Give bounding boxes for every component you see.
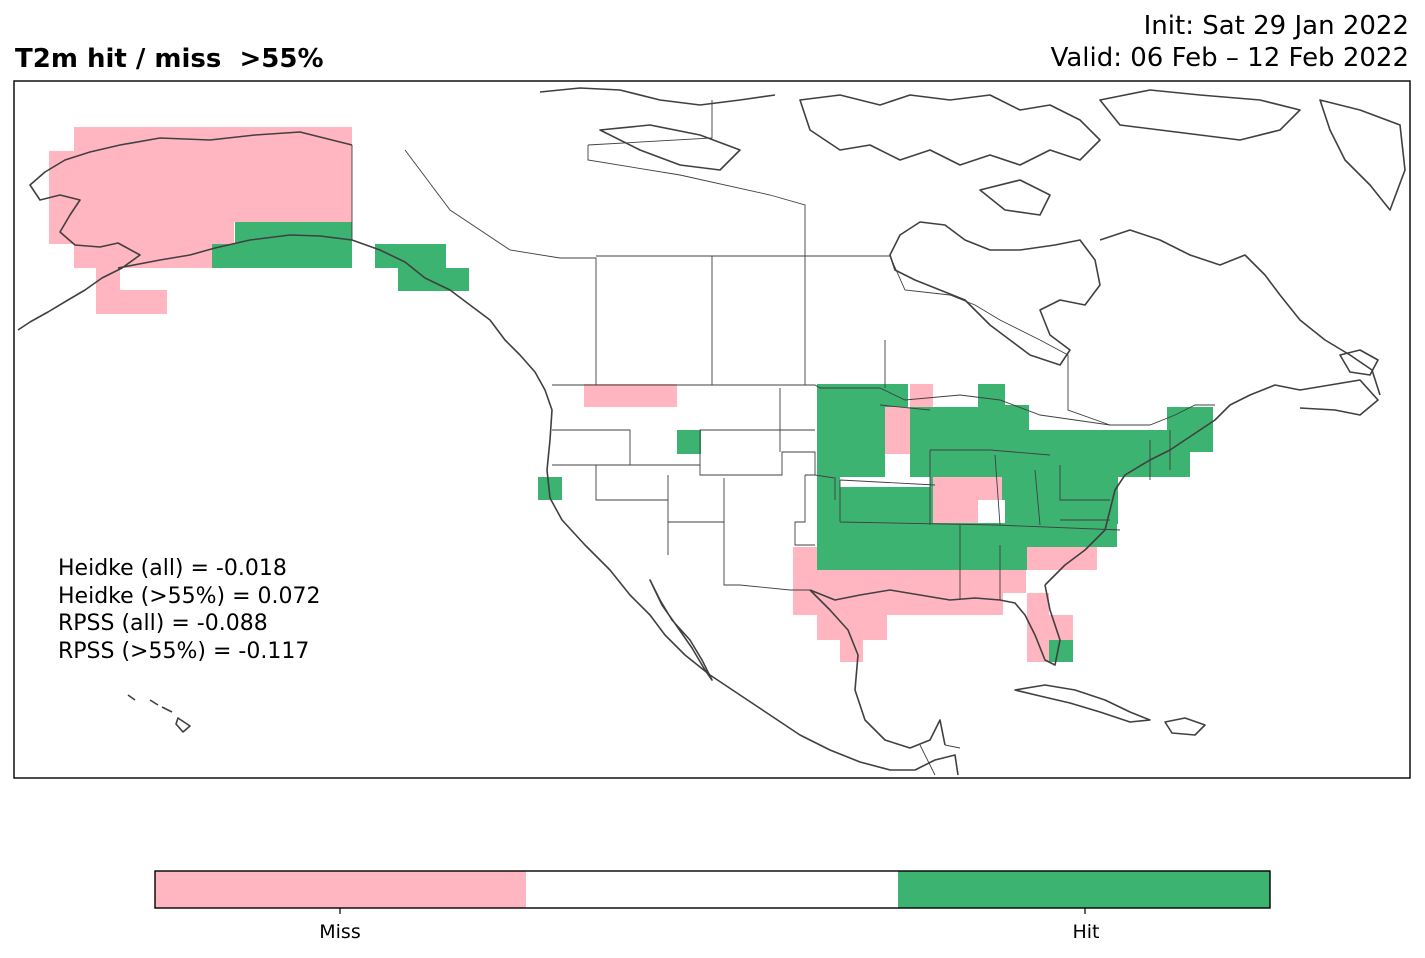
rpss-55-score: RPSS (>55%) = -0.117 [58, 638, 310, 664]
colorbar-miss-swatch [155, 871, 526, 908]
colorbar-hit-swatch [898, 871, 1270, 908]
hit-cell [1167, 407, 1213, 452]
hit-cell [1049, 640, 1073, 662]
map-title: T2m hit / miss >55% [15, 44, 324, 74]
score-annotations: Heidke (all) = -0.018 Heidke (>55%) = 0.… [58, 555, 321, 665]
baja-coast [649, 579, 713, 681]
hit-cell [817, 477, 840, 500]
hit-cell [212, 244, 352, 268]
hit-cell [817, 523, 1117, 547]
miss-cell [933, 477, 978, 523]
miss-cell [793, 547, 817, 570]
heidke-all-score: Heidke (all) = -0.018 [58, 556, 287, 581]
colorbar-neutral-swatch [526, 871, 898, 908]
colorbar-frame [154, 870, 1271, 909]
alaska-coast [17, 131, 353, 331]
valid-period: Valid: 06 Feb – 12 Feb 2022 [1050, 43, 1409, 73]
hit-cell [375, 244, 446, 268]
gulf-coast [809, 584, 1061, 666]
hawaii-coast [127, 694, 191, 733]
borders [351, 100, 1215, 776]
miss-cell [584, 384, 677, 407]
hit-cell [978, 384, 1005, 477]
arctic-islands [539, 87, 1406, 216]
miss-cell [840, 640, 863, 662]
miss-cell [96, 268, 120, 290]
miss-cell [978, 477, 1002, 500]
hit-cell [398, 268, 469, 291]
hit-cell [1167, 452, 1190, 477]
hit-cell [235, 222, 352, 244]
hit-cell [817, 500, 840, 523]
miss-cell [793, 570, 1026, 593]
miss-cell [96, 290, 167, 314]
miss-cell [1027, 593, 1049, 640]
hit-cell [840, 487, 935, 523]
mexico-coast [709, 589, 959, 776]
hit-cell [910, 407, 980, 477]
colorbar-label-hit: Hit [1072, 921, 1100, 943]
hudson-bay [889, 221, 1101, 366]
miss-cell [49, 222, 234, 244]
grid-cells [49, 127, 1213, 662]
pacific-coast [351, 239, 711, 676]
hit-cell [677, 430, 701, 454]
map-panel [13, 80, 1411, 779]
colorbar-label-miss: Miss [319, 921, 361, 943]
hit-cell [817, 384, 885, 477]
rpss-all-score: RPSS (all) = -0.088 [58, 611, 268, 636]
miss-cell [817, 615, 887, 640]
init-date: Init: Sat 29 Jan 2022 [1143, 11, 1409, 41]
hit-cell [1005, 405, 1029, 477]
hit-cell [885, 384, 908, 409]
miss-cell [49, 151, 352, 222]
quebec-coast [1099, 229, 1381, 396]
hit-cell [1005, 477, 1118, 524]
hit-cell [1071, 430, 1141, 477]
colorbar [154, 870, 1271, 914]
cuba-coast [1014, 684, 1151, 723]
miss-cell [1027, 547, 1097, 570]
map-frame [13, 80, 1411, 779]
miss-cell [74, 244, 212, 268]
miss-cell [885, 407, 910, 454]
heidke-55-score: Heidke (>55%) = 0.072 [58, 583, 321, 609]
hit-cell [538, 477, 562, 500]
hispaniola-coast [1164, 717, 1206, 736]
miss-cell [910, 384, 933, 407]
coastlines [17, 87, 1406, 776]
hit-cell [817, 547, 1027, 570]
newfoundland-coast [1339, 349, 1379, 376]
